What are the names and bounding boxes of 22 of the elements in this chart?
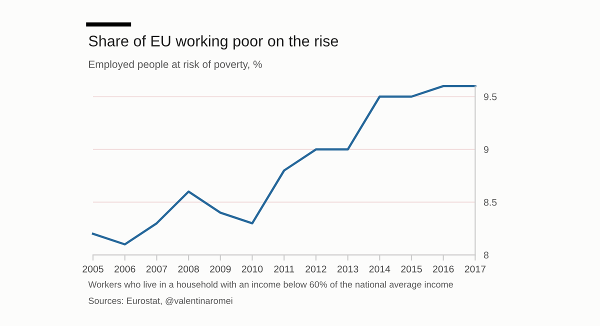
x-tick-label: 2013 (337, 266, 358, 272)
x-tick-label: 2009 (210, 266, 231, 272)
x-tick-label: 2016 (433, 266, 454, 272)
x-tick-label: 2014 (369, 266, 390, 272)
x-tick-label: 2010 (242, 266, 263, 272)
source-note: Sources: Eurostat, @valentinaromei (88, 297, 232, 306)
x-tick-label: 2005 (82, 266, 104, 272)
chart-subtitle: Employed people at risk of poverty, % (89, 60, 262, 70)
y-tick-label: 9.5 (484, 93, 497, 100)
x-tick-label: 2006 (114, 266, 136, 272)
y-tick-label: 8.5 (484, 198, 497, 206)
line-series (92, 84, 476, 246)
chart-title: Share of EU working poor on the rise (88, 35, 338, 50)
x-tick-label: 2008 (178, 266, 199, 272)
x-tick-label: 2017 (464, 266, 486, 272)
y-tick-label: 9 (484, 146, 488, 154)
x-tick-label: 2007 (146, 266, 168, 272)
y-tick-label: 8 (484, 252, 489, 259)
x-tick-label: 2012 (306, 266, 326, 272)
text: Workers who live in a household with an income below 60% of the national average income (88, 281, 453, 290)
x-tick-label: 2011 (274, 266, 294, 272)
x-tick-label: 2015 (401, 266, 422, 272)
